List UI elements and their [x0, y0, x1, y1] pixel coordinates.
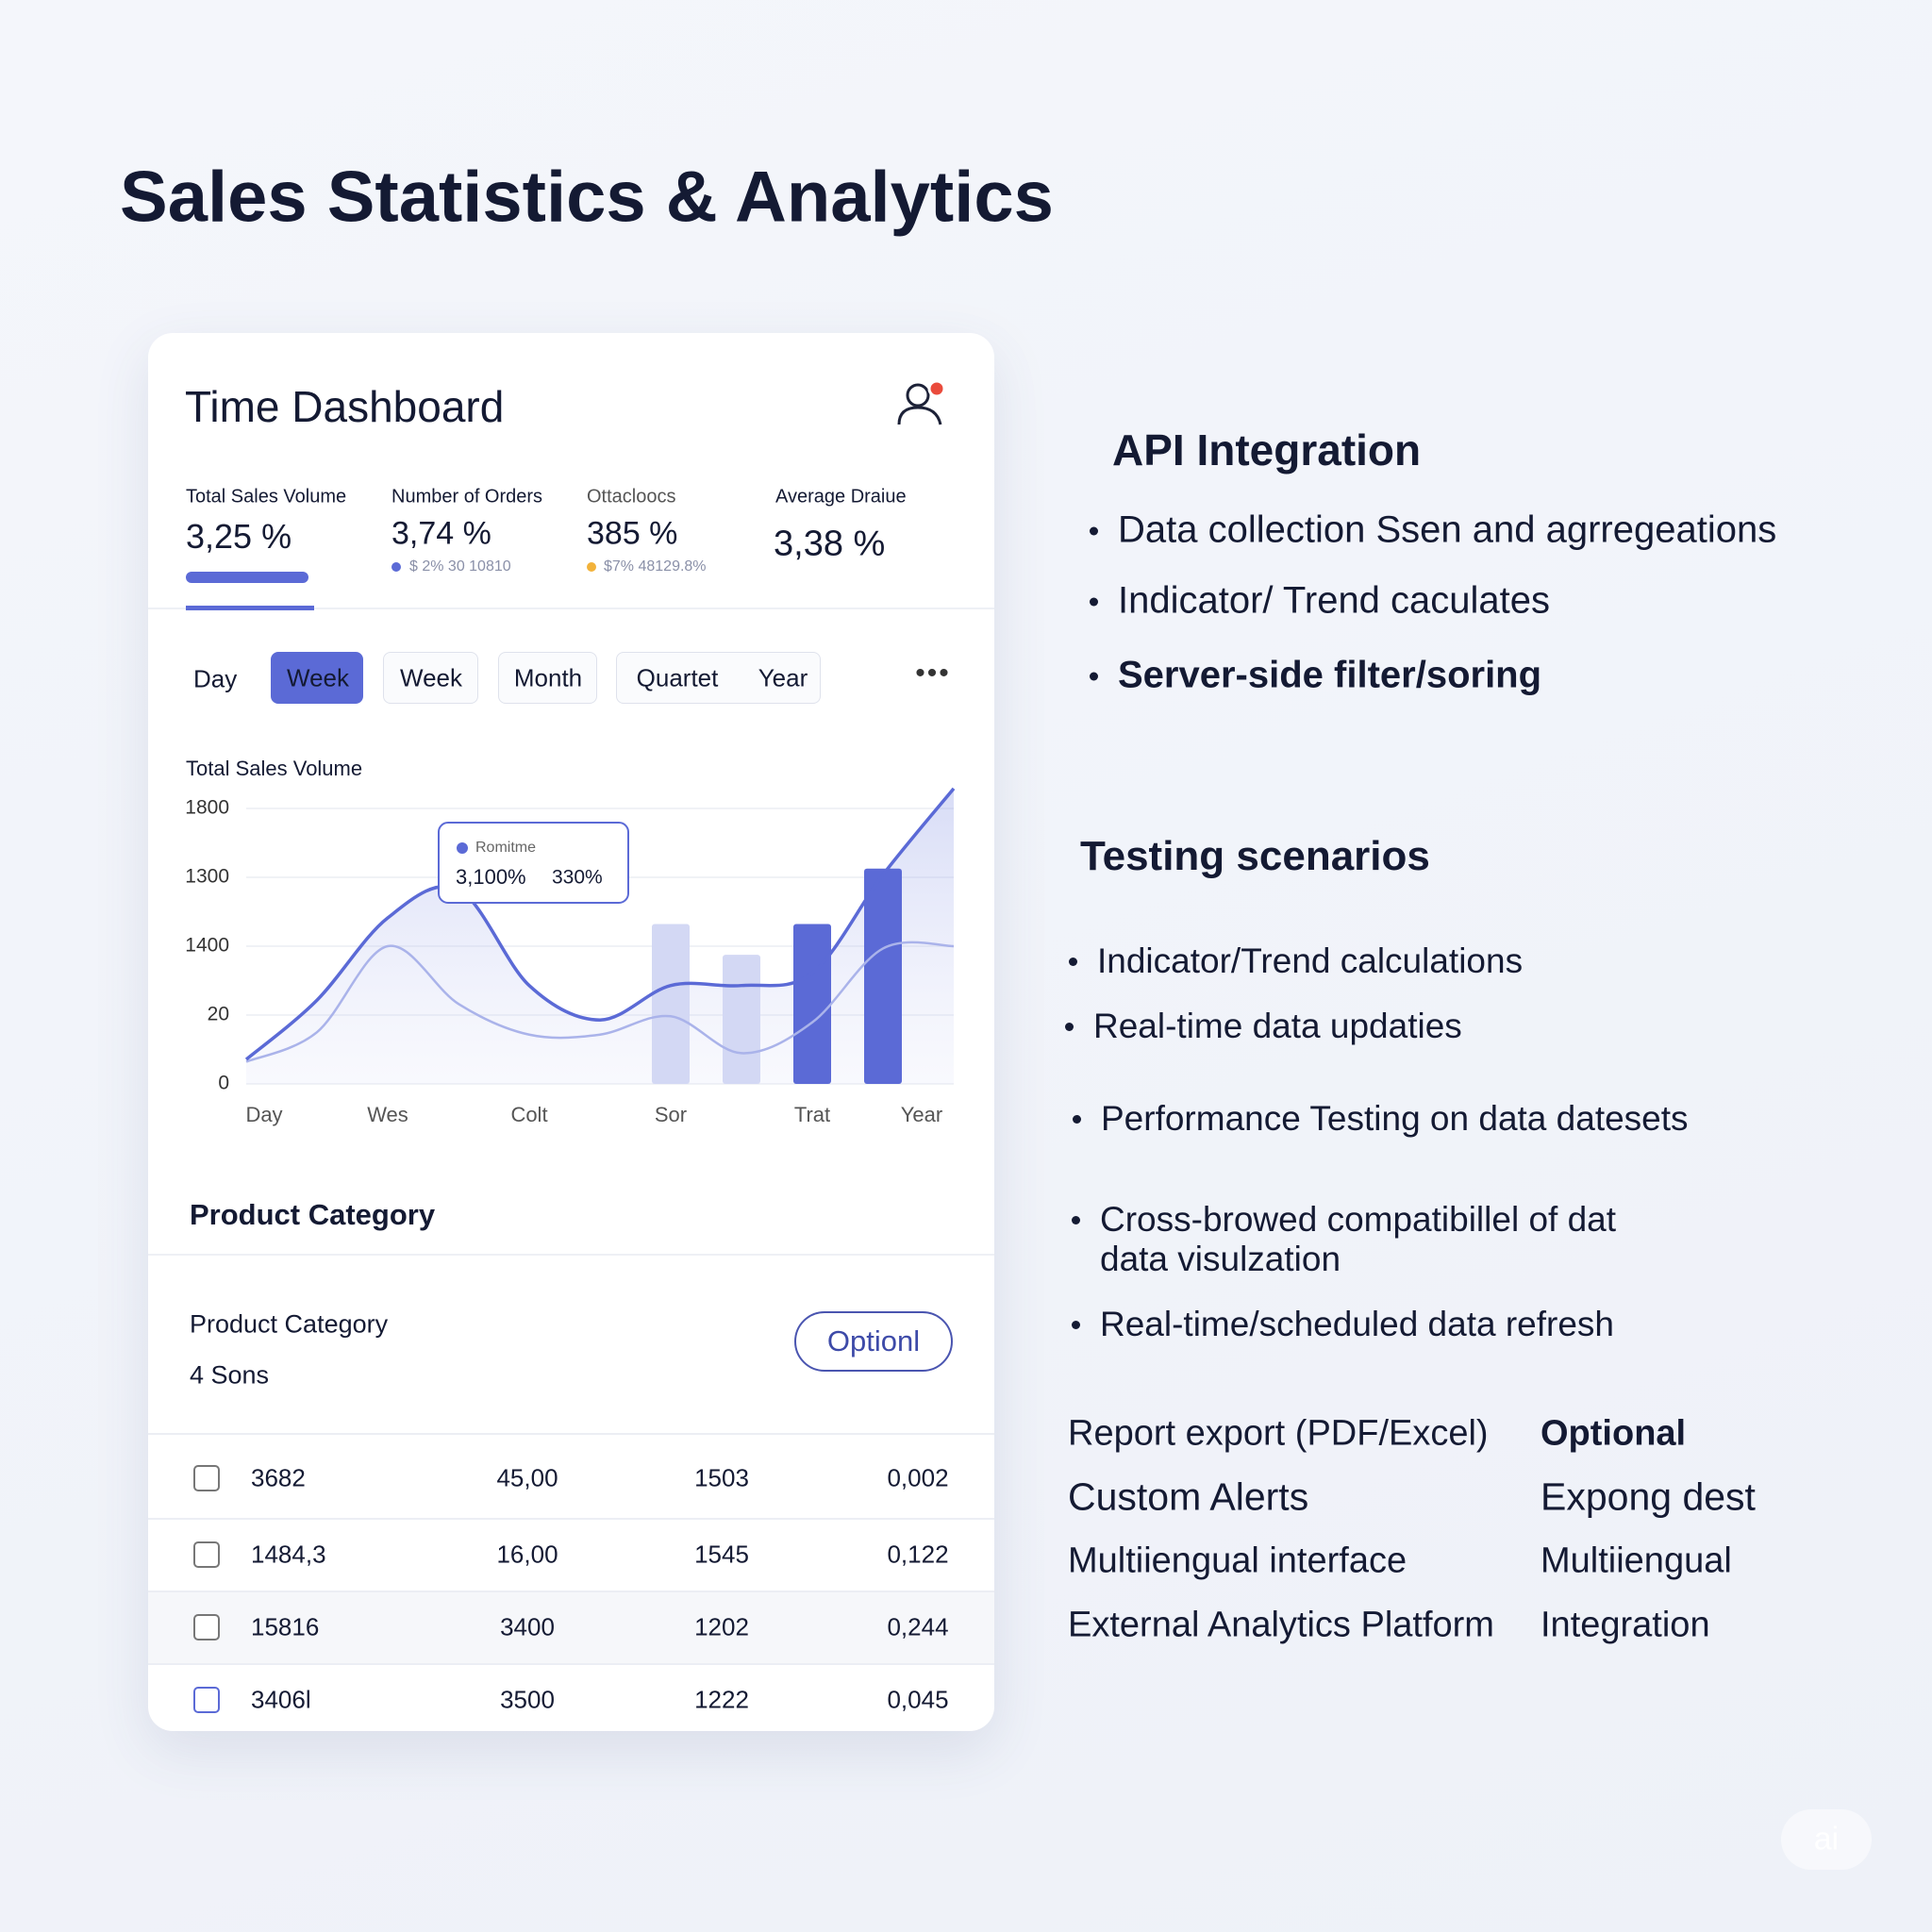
table-cell: 0,244 [887, 1612, 949, 1641]
feature-cell: Expong dest [1541, 1474, 1756, 1519]
feature-cell: Optional [1541, 1413, 1687, 1454]
tab-label[interactable]: Quartet [636, 663, 719, 692]
row-divider [148, 1518, 994, 1520]
table-cell: 1222 [694, 1685, 749, 1714]
divider [148, 608, 994, 609]
tab-button[interactable]: Month [498, 652, 597, 704]
watermark: ai [1813, 1821, 1840, 1857]
list-item: Real-time/scheduled data refresh [1071, 1305, 1615, 1343]
table-cell: 0,045 [887, 1685, 949, 1714]
metric-value: 3,38 % [774, 524, 886, 564]
tab-label[interactable]: Month [513, 663, 583, 692]
metric-label: Total Sales Volume [186, 486, 347, 508]
tab-label[interactable]: Year [758, 663, 808, 692]
table-cell: 0,002 [887, 1463, 949, 1492]
table-cell: 1484,3 [251, 1540, 326, 1569]
list-item: Data collection Ssen and agrregeations [1089, 508, 1777, 551]
tab-button[interactable]: Week [271, 652, 363, 704]
row-divider [148, 1663, 994, 1665]
tab-label[interactable]: Week [287, 663, 349, 692]
tab-group[interactable]: Quartet Year [616, 652, 821, 704]
list-item: Cross-browed compatibillel of dat [1071, 1200, 1617, 1239]
table-cell: 1503 [694, 1463, 749, 1492]
feature-cell: Report export (PDF/Excel) [1068, 1413, 1489, 1454]
table-cell: 1545 [694, 1540, 749, 1569]
feature-cell: Multiiengual interface [1068, 1541, 1407, 1581]
table-count: 4 Sons [190, 1360, 270, 1390]
button-label[interactable]: Optionl [826, 1324, 921, 1357]
feature-cell: External Analytics Platform [1068, 1605, 1494, 1645]
watermark-badge: ai [1781, 1809, 1872, 1870]
row-divider [148, 1433, 994, 1435]
metric-detail: $ 2% 30 10810 [409, 558, 511, 575]
row-highlight [148, 1591, 994, 1663]
table-cell: 16,00 [496, 1540, 558, 1569]
tab[interactable]: Day [193, 664, 238, 693]
page-title: Sales Statistics & Analytics [120, 157, 1054, 238]
table-title: Product Category [190, 1309, 389, 1339]
legend-dot [391, 562, 401, 572]
table-cell: 0,122 [887, 1540, 949, 1569]
list-item: Real-time data updaties [1065, 1007, 1462, 1045]
table-cell: 3500 [500, 1685, 555, 1714]
feature-cell: Integration [1541, 1605, 1710, 1645]
metric-label: Number of Orders [391, 486, 543, 508]
option-button[interactable]: Optionl [794, 1311, 953, 1372]
metric-detail: $7% 48129.8% [604, 558, 707, 575]
table-cell: 45,00 [496, 1463, 558, 1492]
list-item: Performance Testing on data datesets [1073, 1099, 1689, 1138]
feature-cell: Multiiengual [1541, 1541, 1732, 1581]
section-title: Product Category [190, 1198, 436, 1231]
metric-value: 385 % [587, 515, 678, 552]
section-title: Testing scenarios [1080, 833, 1430, 879]
table-cell: 1202 [694, 1612, 749, 1641]
metric-label: Average Draiue [775, 486, 907, 508]
metric-value: 3,25 % [186, 517, 292, 556]
tab-button[interactable]: Week [383, 652, 478, 704]
row-divider [148, 1591, 994, 1592]
section-title: API Integration [1112, 425, 1422, 475]
active-underline [186, 606, 314, 610]
list-item: Indicator/ Trend caculates [1089, 579, 1551, 622]
dashboard-title: Time Dashboard [185, 382, 505, 431]
metric-value: 3,74 % [391, 515, 491, 552]
metric-label: Ottacloocs [587, 486, 676, 508]
divider [148, 1254, 994, 1256]
table-cell: 15816 [251, 1612, 320, 1641]
list-item: data visulzation [1100, 1240, 1341, 1278]
tab-label[interactable]: Week [400, 663, 462, 692]
list-item: Indicator/Trend calculations [1068, 941, 1524, 980]
list-item: Server-side filter/soring [1089, 654, 1542, 696]
table-cell: 3406l [251, 1685, 311, 1714]
table-cell: 3400 [500, 1612, 555, 1641]
more-menu[interactable]: ••• [915, 658, 951, 689]
legend-dot [587, 562, 596, 572]
progress-bar [186, 572, 308, 583]
table-cell: 3682 [251, 1463, 306, 1492]
feature-cell: Custom Alerts [1068, 1474, 1309, 1519]
